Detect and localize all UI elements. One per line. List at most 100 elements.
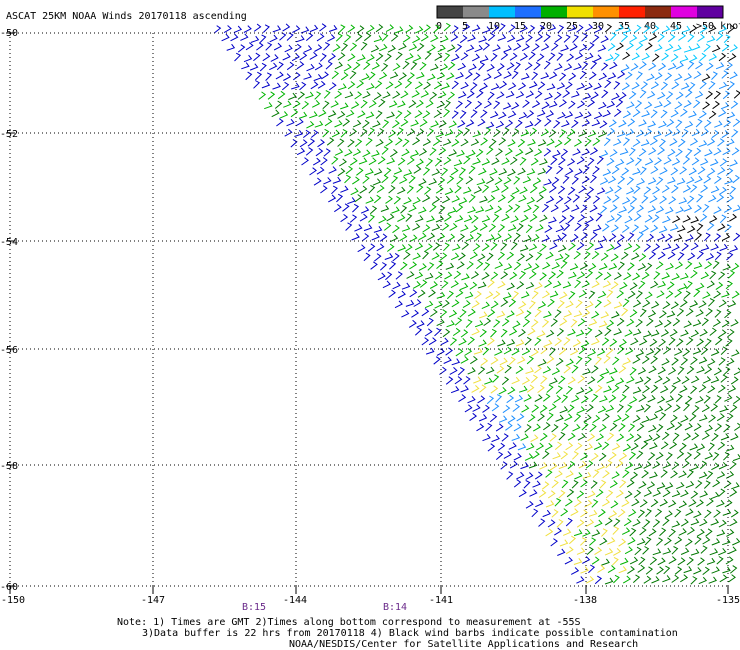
wind-barb bbox=[664, 510, 673, 519]
wind-barb bbox=[395, 51, 403, 61]
wind-barb bbox=[538, 489, 547, 498]
wind-barb bbox=[559, 291, 568, 300]
wind-barb bbox=[582, 92, 592, 100]
wind-barb bbox=[539, 272, 547, 281]
wind-barb bbox=[590, 174, 597, 184]
wind-barb bbox=[603, 196, 612, 205]
wind-barb bbox=[580, 509, 588, 518]
wind-barb bbox=[531, 263, 540, 271]
wind-barb bbox=[491, 403, 500, 412]
wind-barb bbox=[589, 423, 597, 432]
wind-barb bbox=[587, 129, 597, 138]
wind-barb bbox=[537, 24, 545, 34]
wind-barb bbox=[621, 167, 630, 176]
wind-barb bbox=[713, 367, 723, 376]
wind-barb bbox=[213, 25, 222, 34]
wind-barb bbox=[720, 433, 730, 441]
wind-barb bbox=[626, 176, 635, 186]
wind-barb bbox=[630, 471, 639, 480]
wind-barb bbox=[455, 204, 464, 213]
wind-barb bbox=[641, 195, 649, 204]
wind-barb bbox=[234, 52, 242, 62]
wind-barb bbox=[549, 462, 558, 471]
wind-barb bbox=[444, 271, 453, 280]
wind-barb bbox=[359, 213, 368, 222]
wind-barb bbox=[676, 308, 685, 317]
wind-barb bbox=[519, 24, 528, 33]
wind-barb bbox=[438, 147, 447, 156]
wind-barb bbox=[648, 62, 657, 71]
wind-barb bbox=[581, 33, 589, 42]
wind-barb bbox=[519, 385, 528, 393]
wind-barb bbox=[361, 73, 370, 81]
wind-barb bbox=[633, 433, 642, 442]
wind-barb bbox=[542, 261, 551, 270]
wind-barb bbox=[525, 500, 534, 509]
wind-barb bbox=[474, 44, 483, 53]
wind-barb bbox=[454, 317, 463, 326]
wind-barb bbox=[578, 185, 587, 194]
wind-barb bbox=[656, 566, 664, 575]
wind-barb bbox=[475, 148, 484, 158]
wind-barb bbox=[476, 423, 485, 432]
legend-swatch bbox=[515, 6, 541, 18]
wind-barb bbox=[572, 423, 581, 432]
wind-barb bbox=[722, 538, 731, 546]
wind-barb bbox=[684, 451, 693, 461]
wind-barb bbox=[373, 226, 383, 233]
wind-barb bbox=[524, 336, 532, 346]
wind-barb bbox=[512, 290, 520, 300]
wind-barb bbox=[690, 356, 698, 365]
wind-barb bbox=[526, 355, 534, 365]
wind-barb bbox=[660, 441, 669, 450]
wind-barb bbox=[481, 243, 490, 252]
wind-barb bbox=[681, 242, 689, 252]
wind-barb bbox=[446, 175, 455, 184]
wind-barb bbox=[394, 80, 403, 89]
wind-barb bbox=[700, 244, 710, 252]
wind-barb bbox=[552, 452, 561, 460]
wind-barb bbox=[483, 73, 492, 81]
wind-barb bbox=[447, 233, 456, 242]
wind-barb bbox=[609, 32, 617, 41]
legend-label: 5 bbox=[462, 21, 468, 32]
wind-barb bbox=[599, 424, 607, 433]
wind-barb bbox=[259, 62, 267, 72]
wind-barb bbox=[506, 394, 515, 404]
wind-barb bbox=[368, 100, 377, 108]
wind-barb bbox=[619, 452, 628, 461]
wind-barb bbox=[584, 386, 594, 395]
wind-barb bbox=[515, 91, 525, 99]
wind-barb bbox=[440, 35, 449, 43]
wind-barb bbox=[541, 203, 550, 213]
wind-barb bbox=[650, 355, 658, 364]
wind-barb bbox=[459, 282, 469, 291]
wind-barb bbox=[245, 71, 253, 81]
wind-barb bbox=[549, 184, 557, 193]
wind-barb bbox=[661, 272, 671, 280]
wind-barb bbox=[710, 158, 719, 166]
wind-barb bbox=[610, 500, 619, 509]
wind-barb bbox=[624, 546, 633, 555]
wind-barb bbox=[389, 100, 398, 108]
wind-barb bbox=[718, 271, 726, 280]
wind-barb bbox=[382, 119, 390, 129]
map-title: ASCAT 25KM NOAA Winds 20170118 ascending bbox=[6, 11, 247, 22]
wind-barb bbox=[649, 471, 658, 479]
wind-barb bbox=[717, 138, 725, 147]
wind-barb bbox=[500, 461, 508, 470]
wind-barb bbox=[334, 90, 343, 99]
wind-barb bbox=[458, 337, 467, 346]
wind-barb bbox=[376, 184, 385, 193]
wind-barb bbox=[712, 318, 721, 327]
wind-barb bbox=[659, 195, 668, 204]
wind-barb bbox=[592, 165, 600, 175]
wind-barb bbox=[345, 222, 353, 231]
wind-barb bbox=[328, 25, 338, 32]
wind-barb bbox=[628, 423, 636, 432]
lon-label: -144 bbox=[283, 595, 307, 606]
wind-barb bbox=[392, 63, 401, 71]
wind-barb bbox=[471, 24, 481, 32]
wind-barb bbox=[554, 527, 562, 536]
wind-barb bbox=[706, 35, 716, 43]
